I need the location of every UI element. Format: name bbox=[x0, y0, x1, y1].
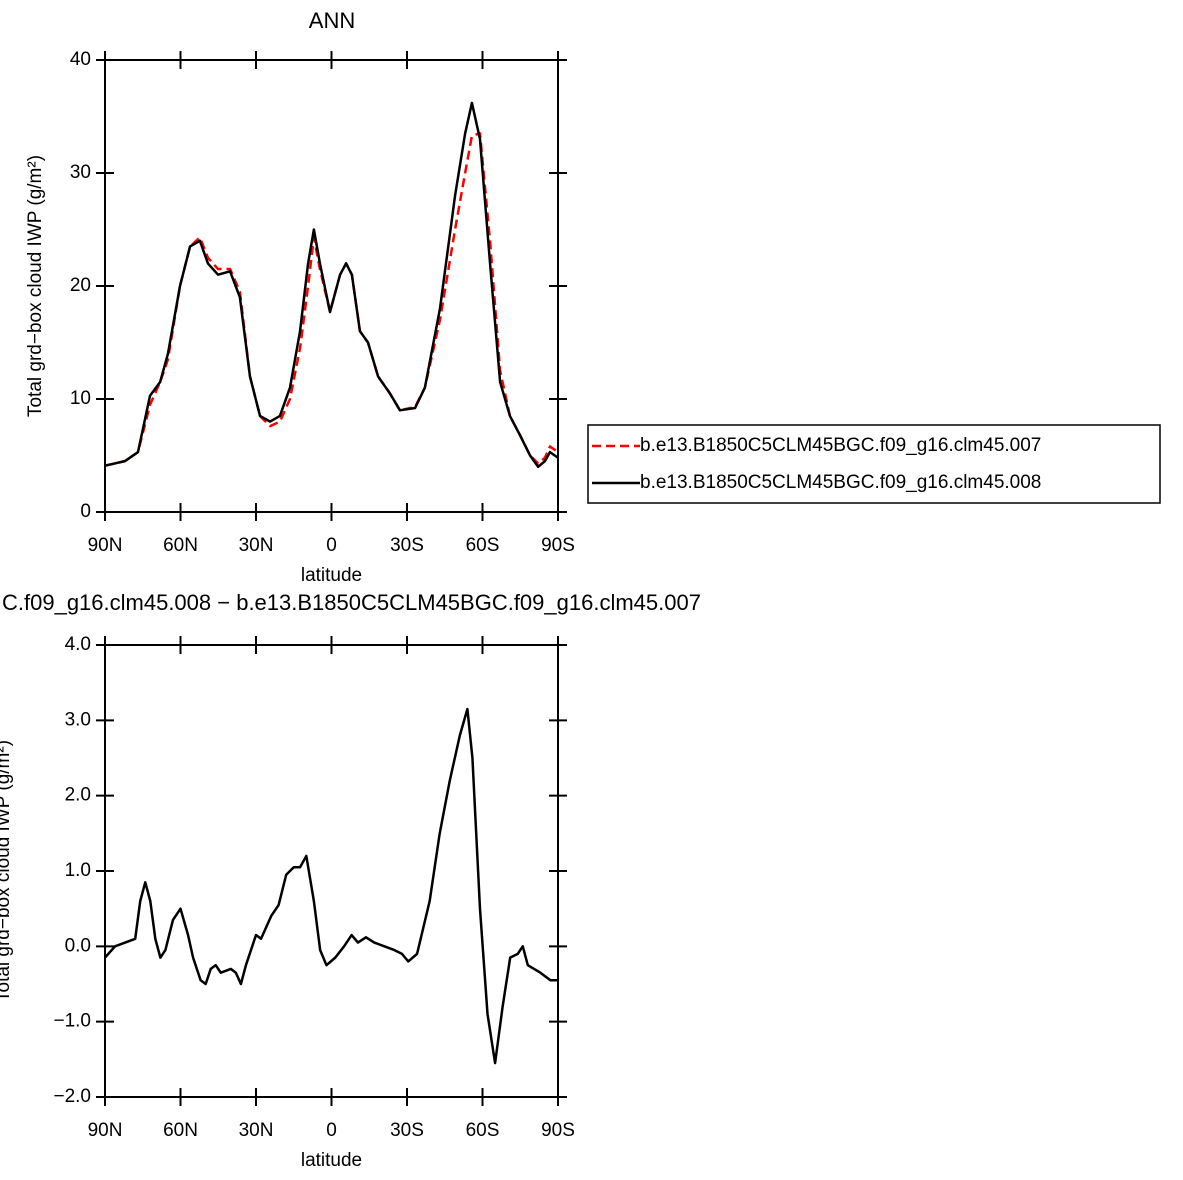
x-tick-label: 60N bbox=[163, 535, 198, 556]
y-tick-label: 30 bbox=[70, 162, 91, 183]
y-tick-label: 10 bbox=[70, 388, 91, 409]
x-tick-label: 30N bbox=[239, 1120, 274, 1141]
data-line bbox=[104, 132, 559, 467]
y-tick-label: 0.0 bbox=[65, 935, 91, 956]
y-tick-label: 0 bbox=[80, 501, 91, 522]
y-tick-label: 3.0 bbox=[65, 709, 91, 730]
x-tick-label: 90N bbox=[88, 535, 123, 556]
legend-label: b.e13.B1850C5CLM45BGC.f09_g16.clm45.007 bbox=[640, 435, 1041, 456]
x-tick-label: 0 bbox=[326, 1120, 337, 1141]
y-tick-label: 4.0 bbox=[65, 634, 91, 655]
y-tick-label: 2.0 bbox=[65, 785, 91, 806]
x-tick-label: 30N bbox=[239, 535, 274, 556]
data-line bbox=[104, 707, 558, 1065]
x-tick-label: 60S bbox=[466, 535, 500, 556]
x-axis-label: latitude bbox=[301, 565, 362, 586]
x-tick-label: 90S bbox=[541, 535, 575, 556]
y-tick-label: 40 bbox=[70, 49, 91, 70]
x-tick-label: 60N bbox=[163, 1120, 198, 1141]
y-tick-label: 20 bbox=[70, 275, 91, 296]
legend-box bbox=[587, 424, 1161, 504]
plot-frame bbox=[104, 59, 559, 513]
y-tick-label: 1.0 bbox=[65, 860, 91, 881]
y-tick-label: −2.0 bbox=[53, 1086, 91, 1107]
x-tick-label: 30S bbox=[390, 1120, 424, 1141]
x-tick-label: 90N bbox=[88, 1120, 123, 1141]
x-tick-label: 0 bbox=[326, 535, 337, 556]
y-tick-label: −1.0 bbox=[53, 1011, 91, 1032]
y-axis-label: Total grd−box cloud IWP (g/m²) bbox=[0, 740, 14, 1002]
x-tick-label: 30S bbox=[390, 535, 424, 556]
x-tick-label: 60S bbox=[466, 1120, 500, 1141]
chart-title: ANN bbox=[309, 8, 355, 33]
legend-label: b.e13.B1850C5CLM45BGC.f09_g16.clm45.008 bbox=[640, 472, 1041, 493]
chart-title: C.f09_g16.clm45.008 − b.e13.B1850C5CLM45… bbox=[2, 590, 701, 615]
x-axis-label: latitude bbox=[301, 1150, 362, 1171]
x-tick-label: 90S bbox=[541, 1120, 575, 1141]
y-axis-label: Total grd−box cloud IWP (g/m²) bbox=[25, 155, 46, 417]
data-line bbox=[104, 101, 559, 469]
